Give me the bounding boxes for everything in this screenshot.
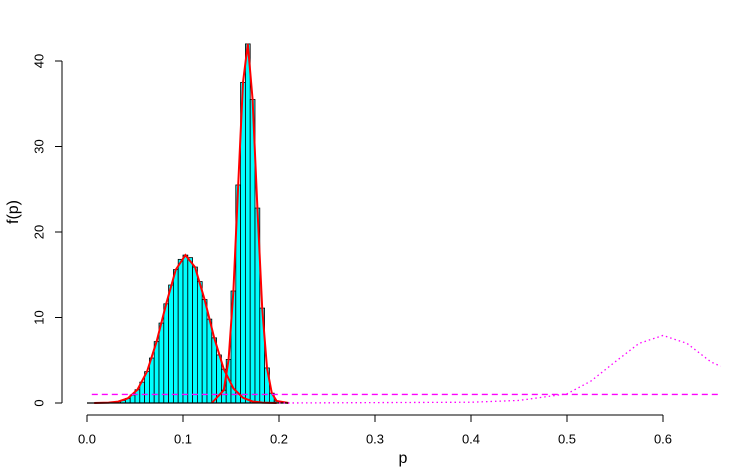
- histogram-bar: [187, 257, 194, 404]
- y-tick-label: 30: [31, 139, 46, 153]
- histogram-bar: [177, 258, 184, 404]
- y-tick-label: 10: [31, 310, 46, 324]
- density-line: [211, 43, 289, 404]
- x-tick-label: 0.4: [462, 431, 480, 446]
- histogram-bar: [196, 281, 203, 404]
- density-line: [94, 253, 277, 404]
- histogram-bar: [201, 299, 208, 404]
- x-tick-label: 0.3: [366, 431, 384, 446]
- x-axis-label: p: [399, 450, 408, 467]
- y-tick-label: 20: [31, 225, 46, 239]
- histogram-bar: [163, 303, 170, 404]
- x-tick-label: 0.2: [270, 431, 288, 446]
- x-tick-label: 0.6: [654, 431, 672, 446]
- y-axis-label: f(p): [5, 200, 22, 224]
- histogram-bar: [182, 254, 189, 404]
- histogram-bar: [158, 322, 165, 404]
- density-line: [278, 334, 721, 404]
- histogram-bar: [172, 269, 179, 404]
- histogram-bar: [244, 43, 251, 404]
- histogram-bar: [192, 266, 198, 404]
- x-tick-label: 0.5: [558, 431, 576, 446]
- x-tick-label: 0.1: [174, 431, 192, 446]
- histogram-bar: [206, 318, 213, 404]
- histogram-bar: [168, 284, 174, 404]
- x-tick-label: 0.0: [78, 431, 96, 446]
- histogram-bar: [211, 337, 218, 404]
- y-tick-label: 0: [31, 399, 46, 406]
- y-tick-label: 40: [31, 54, 46, 68]
- histogram-bar: [153, 341, 160, 404]
